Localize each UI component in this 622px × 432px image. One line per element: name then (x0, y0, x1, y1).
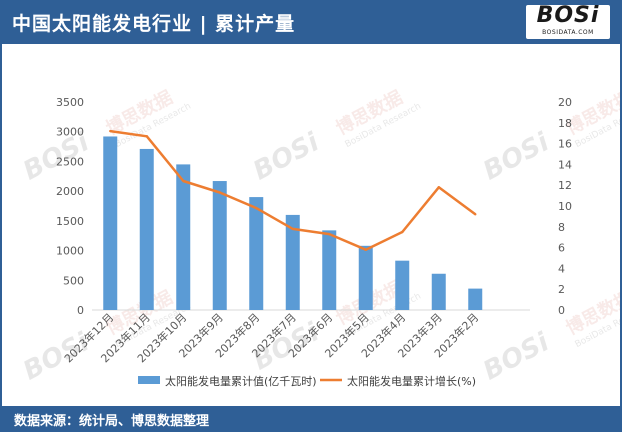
brand-logo: BOSi BOSIDATA.COM (526, 3, 610, 39)
line-point (109, 129, 112, 133)
bars-layer (103, 136, 483, 310)
line-point (145, 135, 148, 138)
bar (176, 164, 191, 310)
bar (285, 214, 300, 310)
watermark-brand: BOSi (478, 127, 554, 187)
bar (358, 245, 373, 310)
source-note: 数据来源：统计局、博思数据整理 (14, 414, 210, 429)
legend-layer: 太阳能发电量累计值(亿千瓦时) 太阳能发电量累计增长(%) (138, 374, 476, 388)
line-point (182, 179, 185, 183)
line-layer (109, 129, 477, 251)
y-right-tick-label: 10 (558, 200, 572, 213)
legend-label-line: 太阳能发电量累计增长(%) (347, 374, 476, 388)
y-right-tick-label: 16 (558, 138, 572, 151)
y-right-tick-label: 2 (558, 283, 565, 296)
y-left-tick-label: 2500 (56, 155, 84, 168)
header-bar: 中国太阳能发电行业 | 累计产量 BOSi BOSIDATA.COM (0, 0, 622, 44)
line-point (364, 248, 367, 251)
watermark-brand: BOSi (478, 327, 554, 387)
chart-area: BOSi 博思数据 BosiData Research BOSi 博思数据 BosiDat… (0, 44, 622, 406)
y-right-tick-label: 14 (558, 158, 572, 171)
line-point (291, 227, 294, 231)
y-right-tick-label: 12 (558, 179, 572, 192)
line-point (218, 191, 221, 194)
bar (395, 260, 410, 310)
bar (322, 230, 337, 310)
y-right-tick-label: 18 (558, 117, 572, 130)
footer-bar: 数据来源：统计局、博思数据整理 (0, 406, 622, 432)
bar (103, 136, 118, 310)
y-right-tick-label: 0 (558, 304, 565, 317)
y-left-tick-label: 500 (63, 274, 84, 287)
y-right-tick-label: 8 (558, 221, 565, 234)
y-left-tick-label: 3000 (56, 126, 84, 139)
y-left-tick-label: 1500 (56, 215, 84, 228)
y-right-tick-label: 6 (558, 242, 565, 255)
y-right-tick-label: 4 (558, 262, 565, 275)
page-title: 中国太阳能发电行业 | 累计产量 (12, 13, 296, 35)
line-point (401, 230, 404, 234)
y-left-tick-label: 3500 (56, 96, 84, 109)
y-left-tick-label: 0 (77, 304, 84, 317)
logo-text: BOSi (536, 3, 600, 28)
bar (431, 273, 446, 310)
line-point (437, 186, 440, 189)
bar (468, 288, 483, 310)
bar (249, 197, 264, 310)
logo-subtext: BOSIDATA.COM (542, 29, 594, 36)
legend-label-bar: 太阳能发电量累计值(亿千瓦时) (165, 374, 317, 388)
y-left-tick-label: 2000 (56, 185, 84, 198)
line-point (255, 206, 258, 210)
y-right-tick-label: 20 (558, 96, 572, 109)
y-left-tick-label: 1000 (56, 245, 84, 258)
watermark-brand: BOSi (248, 127, 324, 187)
line-point (328, 232, 331, 236)
legend-swatch-bar (138, 376, 160, 384)
bar (139, 148, 154, 310)
line-point (474, 213, 477, 216)
bar (212, 181, 227, 310)
